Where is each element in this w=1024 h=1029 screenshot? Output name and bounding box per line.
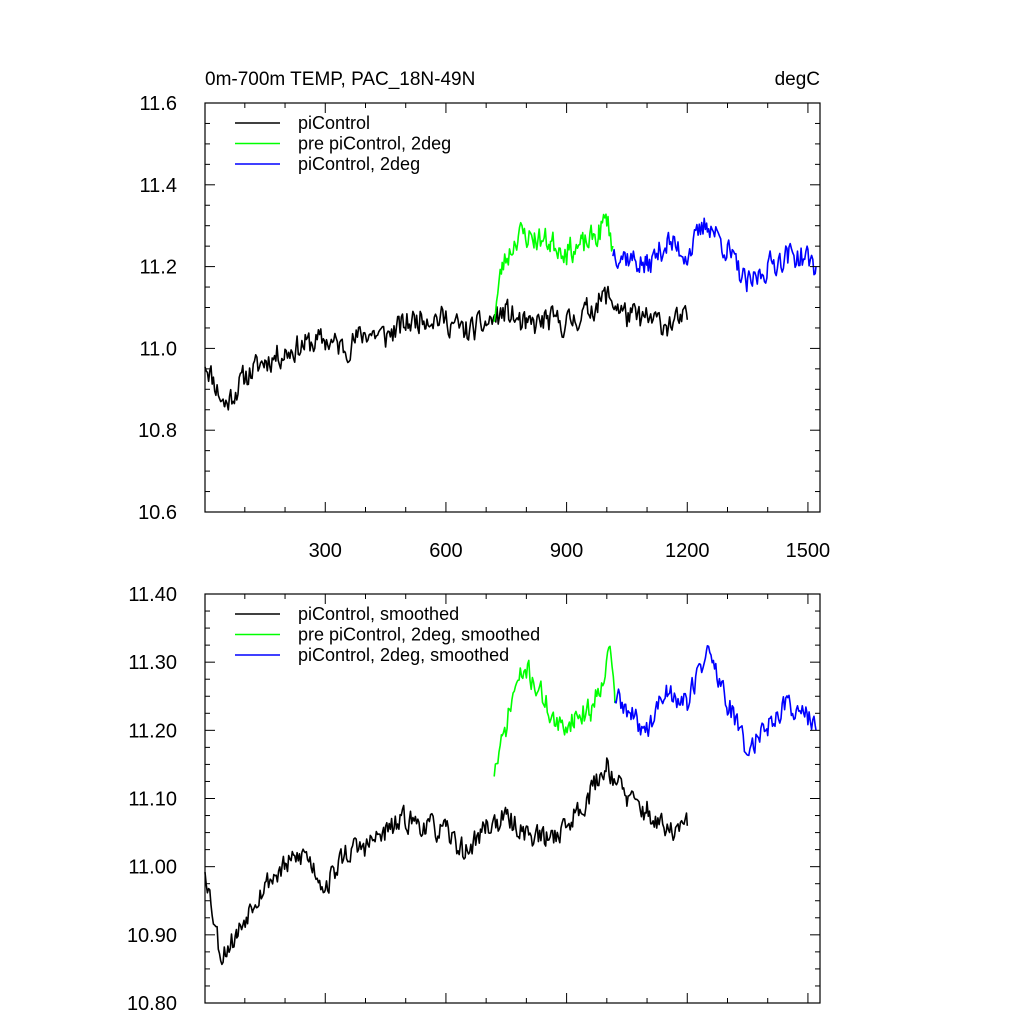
y-tick-label: 10.80	[127, 993, 177, 1015]
y-tick-label: 11.30	[128, 652, 177, 674]
series-line-1	[204, 757, 689, 966]
legend-label-3: piControl, 2deg, smoothed	[298, 645, 509, 665]
legend-label-1: piControl, smoothed	[298, 604, 459, 624]
y-tick-label: 11.20	[128, 720, 177, 742]
y-tick-label: 11.0	[140, 338, 177, 360]
chart-title-units: degC	[775, 69, 820, 90]
y-tick-label: 11.10	[128, 789, 177, 811]
y-tick-label: 11.40	[128, 584, 177, 606]
series-line-2	[493, 645, 616, 777]
legend-label-1: piControl	[298, 113, 370, 133]
x-tick-label: 300	[309, 540, 342, 562]
x-tick-label: 1200	[665, 540, 710, 562]
chart-title-left: 0m-700m TEMP, PAC_18N-49N	[205, 69, 475, 90]
y-tick-label: 11.4	[140, 175, 177, 197]
y-tick-label: 11.2	[140, 257, 177, 279]
y-tick-label: 10.90	[127, 925, 177, 947]
series-line-3	[614, 645, 817, 757]
x-tick-label: 900	[550, 540, 583, 562]
series-line-3	[612, 217, 817, 293]
legend-label-2: pre piControl, 2deg, smoothed	[298, 625, 540, 645]
series-line-2	[493, 213, 614, 322]
y-tick-label: 10.6	[138, 502, 177, 524]
series-line-1	[204, 285, 689, 411]
y-tick-label: 10.8	[138, 420, 177, 442]
x-tick-label: 1500	[786, 540, 831, 562]
chart-panel-1: 0m-700m TEMP, PAC_18N-49N degC 10.6 10.8 11.…	[138, 69, 830, 562]
x-tick-label: 600	[429, 540, 462, 562]
y-tick-label: 11.00	[128, 857, 177, 879]
legend-label-2: pre piControl, 2deg	[298, 134, 451, 154]
y-tick-label: 11.6	[140, 93, 177, 115]
chart-panel-2: 10.80 10.90 11.00 11.10 11.20 11.30 11.40 piCon…	[127, 584, 821, 1015]
legend-label-3: piControl, 2deg	[298, 154, 420, 174]
